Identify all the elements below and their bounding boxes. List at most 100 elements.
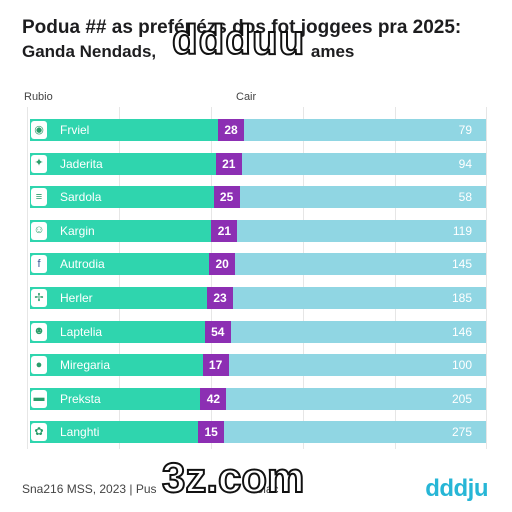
category-label: Miregaria xyxy=(60,358,111,373)
data-label-series-1: 21 xyxy=(222,156,236,171)
data-label-series-2: 58 xyxy=(458,190,472,205)
category-label: Kargin xyxy=(60,223,95,238)
bar-segment-series-1 xyxy=(209,253,236,276)
data-label-series-1: 42 xyxy=(206,391,221,406)
bar-segment-series-2 xyxy=(228,354,486,377)
data-label-series-1: 23 xyxy=(213,291,227,305)
flag-icon: ✢ xyxy=(31,289,47,307)
data-label-series-2: 146 xyxy=(451,324,472,339)
watermark-bottom: 3z.com xyxy=(161,454,305,501)
data-label-series-2: 79 xyxy=(458,123,472,137)
watermark-top: ddduu xyxy=(171,16,306,63)
bar-segment-category xyxy=(30,320,205,343)
bar-segment-series-1 xyxy=(207,287,233,309)
category-label: Frviel xyxy=(60,123,90,137)
logo-badge-icon: ◉ xyxy=(31,121,47,139)
bar-segment-series-1 xyxy=(202,354,229,377)
category-label: Laptelia xyxy=(60,324,103,339)
bar-segment-series-2 xyxy=(241,152,486,175)
bar-segment-category xyxy=(30,152,216,175)
brand-logo: dddju xyxy=(425,475,488,502)
bar-segment-category xyxy=(30,421,199,444)
bar-row: ◉ Frviel 28 79 xyxy=(30,119,486,141)
bar-segment-series-2 xyxy=(244,119,486,141)
bar-segment-series-2 xyxy=(224,421,486,444)
footer-source-start: Sna216 MSS, 2023 | Pus xyxy=(22,482,157,496)
chart-grid xyxy=(27,107,487,449)
bar-segment-series-2 xyxy=(230,320,486,343)
category-label: Sardola xyxy=(60,190,102,205)
flag-icon: ≡ xyxy=(31,188,47,207)
bar-segment-series-1 xyxy=(198,421,225,444)
gridline xyxy=(395,107,396,449)
bar-row: ≡ Sardola 25 58 xyxy=(30,186,486,209)
data-label-series-1: 54 xyxy=(211,324,225,339)
data-label-series-1: 17 xyxy=(208,358,223,373)
bar-segment-series-2 xyxy=(237,219,486,242)
bar-segment-category xyxy=(30,186,214,209)
bar-row: ✢ Herler 23 185 xyxy=(30,287,486,309)
data-label-series-1: 21 xyxy=(217,223,232,238)
category-label: Langhti xyxy=(60,425,100,440)
chart-title: Podua ## as prefénézs dos fot joggees pr… xyxy=(22,16,492,64)
footer-source-end: olac xyxy=(256,482,279,496)
emoji-icon: ☻ xyxy=(31,322,47,341)
bar-segment-series-2 xyxy=(239,186,486,209)
data-label-series-1: 25 xyxy=(219,190,234,205)
gridline xyxy=(211,107,212,449)
bar-segment-series-2 xyxy=(233,287,486,309)
facebook-icon: f xyxy=(31,255,47,274)
category-label: Herler xyxy=(60,291,93,305)
flag-icon: ● xyxy=(31,356,47,375)
bar-segment-series-1 xyxy=(204,320,231,343)
flag-icon: ✦ xyxy=(31,154,47,173)
bar-segment-category xyxy=(30,387,201,410)
data-label-series-2: 205 xyxy=(451,391,472,406)
bar-segment-series-2 xyxy=(235,253,486,276)
data-label-series-1: 28 xyxy=(224,123,238,137)
gridline xyxy=(303,107,304,449)
bar-row: ✿ Langhti 15 275 xyxy=(30,421,486,444)
bar-segment-category xyxy=(30,219,212,242)
title-line-2: Ganda Nendads, ames xyxy=(22,40,492,64)
smiley-icon: ☺ xyxy=(31,221,47,240)
column-header-right: Cair xyxy=(236,91,257,103)
data-label-series-1: 15 xyxy=(204,425,218,440)
data-label-series-2: 119 xyxy=(452,223,472,238)
category-label: Autrodia xyxy=(60,257,105,272)
bar-segment-series-1 xyxy=(218,119,244,141)
bar-segment-series-1 xyxy=(213,186,240,209)
gridline xyxy=(119,107,120,449)
title-line-1: Podua ## as prefénézs dos fot joggees pr… xyxy=(22,17,462,38)
bar-segment-series-1 xyxy=(211,219,238,242)
bar-segment-series-1 xyxy=(215,152,242,175)
data-label-series-2: 185 xyxy=(451,291,472,305)
flag-icon: ▬ xyxy=(31,389,47,408)
data-label-series-1: 20 xyxy=(215,257,229,272)
bar-segment-series-1 xyxy=(200,387,227,410)
bar-segment-category xyxy=(30,287,207,309)
category-label: Jaderita xyxy=(60,156,103,171)
gridline xyxy=(486,107,487,449)
bar-row: ☻ Laptelia 54 146 xyxy=(30,320,486,343)
bar-segment-category xyxy=(30,119,218,141)
column-header-left: Rubio xyxy=(24,91,53,103)
footer-source: Sna216 MSS, 2023 | Pus olac xyxy=(22,482,279,496)
bar-segment-category xyxy=(30,253,210,276)
data-label-series-2: 275 xyxy=(451,425,472,440)
bar-row: ☺ Kargin 21 119 xyxy=(30,219,486,242)
bird-icon: ✿ xyxy=(31,423,47,442)
data-label-series-2: 145 xyxy=(451,257,472,272)
bar-row: ● Miregaria 17 100 xyxy=(30,354,486,377)
bar-row: ✦ Jaderita 21 94 xyxy=(30,152,486,175)
gridline xyxy=(27,107,28,449)
title-line-2-start: Ganda Nendads, xyxy=(22,42,161,61)
data-label-series-2: 94 xyxy=(458,156,472,171)
category-label: Preksta xyxy=(60,391,101,406)
data-label-series-2: 100 xyxy=(451,358,472,373)
bar-segment-series-2 xyxy=(226,387,486,410)
bar-segment-category xyxy=(30,354,203,377)
title-line-2-end: ames xyxy=(310,42,355,61)
bar-row: ▬ Preksta 42 205 xyxy=(30,387,486,410)
bar-row: f Autrodia 20 145 xyxy=(30,253,486,276)
